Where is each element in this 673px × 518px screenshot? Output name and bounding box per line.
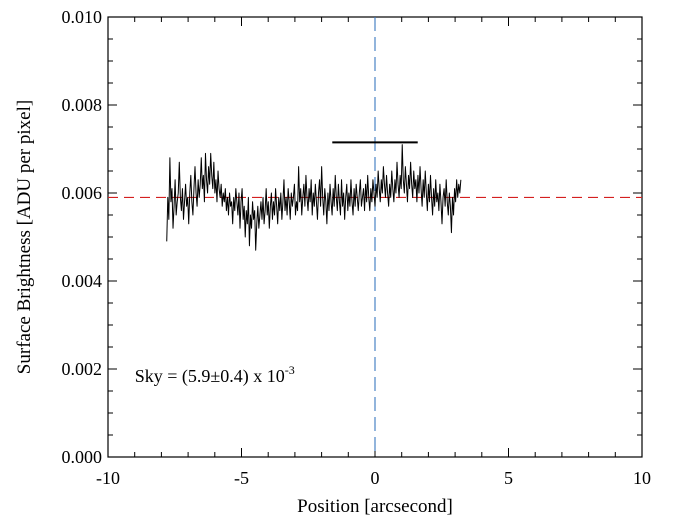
y-tick-label: 0.008: [62, 95, 103, 115]
x-tick-label: -10: [96, 468, 120, 488]
x-tick-label: 10: [633, 468, 651, 488]
y-tick-label: 0.006: [62, 183, 103, 203]
sky-annotation-text: Sky = (5.9±0.4) x 10: [135, 366, 285, 387]
reference-lines: [108, 17, 642, 457]
y-tick-label: 0.000: [62, 447, 103, 467]
data-series: [166, 144, 462, 251]
x-tick-label: -5: [234, 468, 249, 488]
y-tick-label: 0.002: [62, 359, 103, 379]
x-axis-label: Position [arcsecond]: [297, 496, 453, 517]
tick-labels: -10 -5 0 5 10 0.000 0.002 0.004 0.006 0.008 0.010: [62, 7, 652, 488]
sky-annotation: Sky = (5.9±0.4) x 10-3: [135, 363, 295, 387]
sky-annotation-exponent: -3: [285, 363, 295, 377]
x-tick-label: 0: [371, 468, 380, 488]
y-tick-label: 0.004: [62, 271, 103, 291]
brightness-profile-line: [166, 144, 462, 251]
y-tick-label: 0.010: [62, 7, 103, 27]
x-tick-label: 5: [504, 468, 513, 488]
y-axis-label: Surface Brightness [ADU per pixel]: [14, 100, 35, 374]
